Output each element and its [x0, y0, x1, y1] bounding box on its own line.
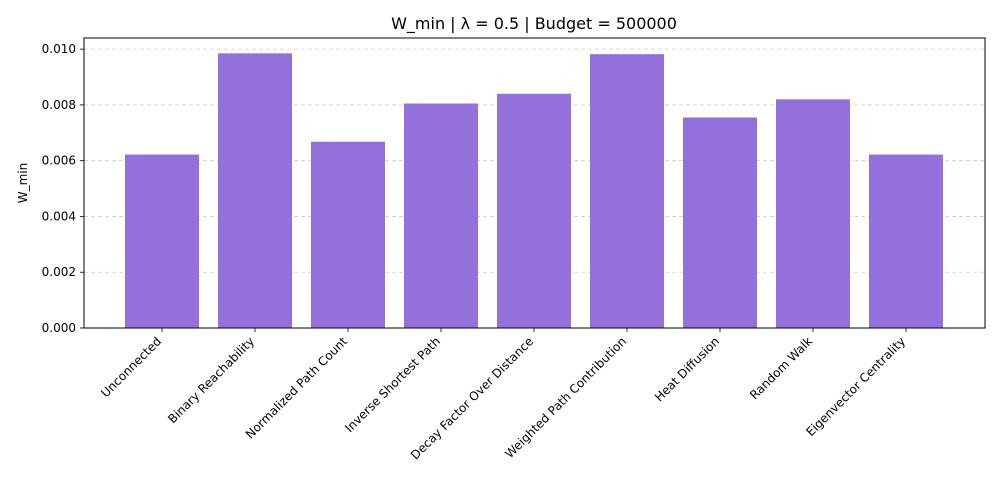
- bar: [590, 54, 664, 329]
- y-tick-label: 0.008: [42, 98, 76, 112]
- y-tick-label: 0.002: [42, 265, 76, 279]
- bar: [683, 117, 757, 328]
- x-ticks: Unconnected Binary ReachabilityNormalized…: [98, 328, 908, 462]
- bar: [404, 103, 478, 329]
- y-tick-label: 0.000: [42, 321, 76, 335]
- x-tick-label: Random Walk: [747, 334, 815, 402]
- x-tick-label: Binary Reachability: [165, 334, 257, 426]
- y-tick-label: 0.004: [42, 209, 76, 223]
- bar: [125, 154, 199, 328]
- y-tick-label: 0.010: [42, 42, 76, 56]
- bar: [311, 141, 385, 328]
- y-axis-label: W_min: [16, 163, 30, 204]
- bars: [125, 53, 943, 329]
- x-tick-label: Normalized Path Count: [243, 334, 350, 441]
- bar: [218, 53, 292, 328]
- chart-title: W_min | λ = 0.5 | Budget = 500000: [391, 14, 677, 34]
- x-tick-label: Eigenvector Centrality: [803, 334, 908, 439]
- x-tick-label: Inverse Shortest Path: [342, 334, 443, 435]
- y-tick-label: 0.006: [42, 154, 76, 168]
- axes: [83, 37, 986, 329]
- bar: [497, 93, 571, 329]
- y-ticks: 0.000 0.002 0.004 0.006 0.008 0.010: [42, 42, 84, 335]
- plot-frame: [83, 37, 986, 329]
- x-tick-label: Heat Diffusion: [652, 334, 722, 404]
- bar: [776, 99, 850, 328]
- x-tick-label: Unconnected: [98, 334, 164, 400]
- bar: [869, 154, 943, 328]
